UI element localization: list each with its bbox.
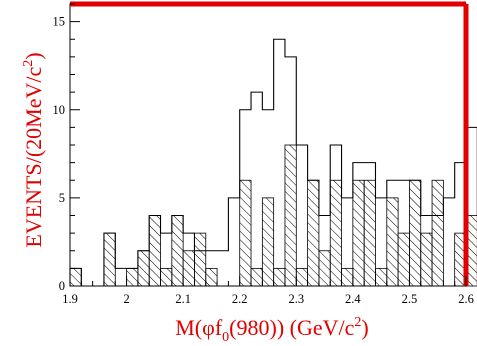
- hatched-bin: [363, 179, 376, 287]
- hatched-bin: [307, 179, 320, 287]
- y-tick-labels: 0 5 10 15: [53, 15, 66, 293]
- hatched-bin: [409, 179, 422, 287]
- hatched-bin: [148, 215, 161, 287]
- y-tick-label: 10: [53, 103, 66, 117]
- ticks-layer: [69, 3, 467, 287]
- y-tick-label: 5: [59, 191, 65, 205]
- x-tick-label: 2.2: [232, 292, 248, 306]
- x-tick-label: 1.9: [62, 292, 78, 306]
- y-tick-label: 15: [53, 15, 66, 29]
- y-axis-title: EVENTS/(20MeV/c2): [21, 52, 46, 247]
- x-tick-label: 2.4: [345, 292, 361, 306]
- hatched-bin: [261, 197, 275, 287]
- hatched-bin: [69, 267, 82, 287]
- hatched-bin: [386, 197, 399, 287]
- hatched-bin: [194, 232, 207, 287]
- hatched-bin: [171, 215, 184, 287]
- open-histogram-outline: [69, 38, 477, 287]
- hatched-bin: [126, 267, 139, 287]
- hatched-bin: [250, 267, 263, 287]
- y-tick-label: 0: [59, 279, 65, 293]
- hatched-bin: [375, 267, 388, 287]
- histogram-layer: [69, 38, 477, 287]
- hatched-bin: [420, 232, 433, 287]
- x-tick-label: 2: [123, 292, 129, 306]
- hatched-bin: [103, 232, 116, 287]
- hatched-bin: [160, 267, 173, 287]
- hatched-bin: [239, 179, 252, 287]
- x-tick-label: 2.1: [175, 292, 191, 306]
- x-tick-label: 2.3: [288, 292, 304, 306]
- hatched-bin: [397, 232, 410, 287]
- hatched-bin: [284, 144, 297, 287]
- hatched-bin: [329, 179, 342, 287]
- hatched-bin: [341, 267, 354, 287]
- hatched-bin: [205, 267, 218, 287]
- hatched-bin: [318, 250, 331, 287]
- x-tick-label: 2.5: [402, 292, 418, 306]
- x-tick-labels: 1.9 2 2.1 2.2 2.3 2.4 2.5 2.6: [62, 292, 474, 306]
- hatched-bin: [182, 250, 195, 287]
- hatched-bin: [431, 179, 444, 287]
- hatched-bin: [295, 267, 308, 287]
- hatched-bin: [352, 179, 365, 287]
- hatched-bin: [273, 267, 286, 287]
- hatched-bin: [137, 250, 150, 287]
- x-tick-label: 2.6: [458, 292, 474, 306]
- x-axis-title: M(φf0(980)) (GeV/c2): [175, 315, 368, 345]
